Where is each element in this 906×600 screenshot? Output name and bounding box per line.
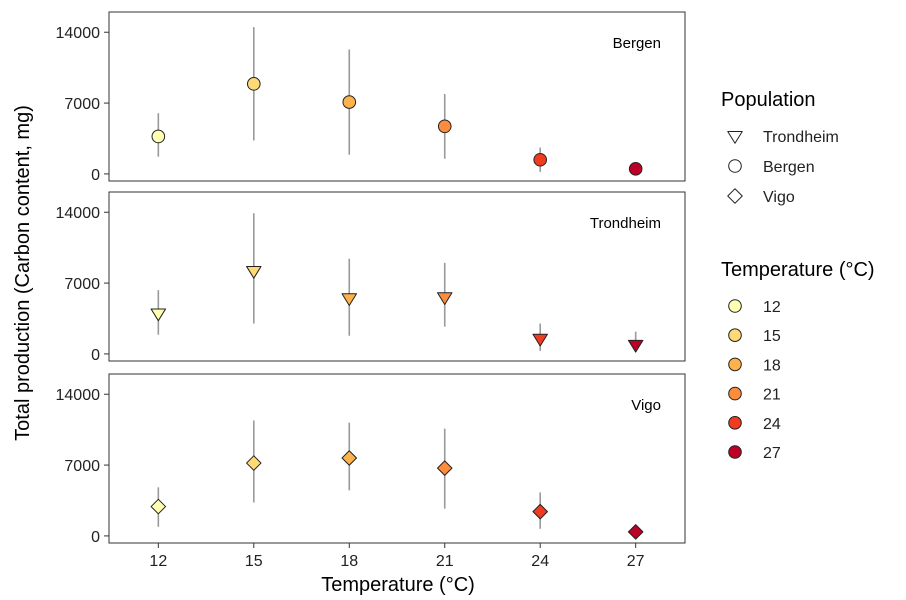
y-axis-title: Total production (Carbon content, mg) xyxy=(12,105,34,441)
legend-temperature-title: Temperature (°C) xyxy=(721,259,875,281)
y-tick-label: 14000 xyxy=(56,205,101,222)
legend-temperature-key xyxy=(729,387,742,400)
x-tick-label: 15 xyxy=(245,553,263,570)
legend-population-label: Bergen xyxy=(763,159,815,176)
x-axis: 12 15 18 21 24 27 xyxy=(149,543,644,570)
facet-label: Bergen xyxy=(613,35,661,52)
data-point xyxy=(343,96,356,109)
data-point xyxy=(629,163,642,176)
panel-frame xyxy=(109,12,685,181)
legend-population-key xyxy=(728,132,742,144)
legend-population: Population Trondheim Bergen Vigo xyxy=(721,89,839,206)
x-tick-label: 21 xyxy=(436,553,454,570)
legend-population-key xyxy=(728,189,742,203)
y-tick-label: 0 xyxy=(91,167,100,184)
panels-group: 0 7000 14000 Bergen 0 7000 14000 Trondheim 0 7000… xyxy=(56,12,686,546)
legend-temperature-label: 24 xyxy=(763,416,781,433)
legend-temperature-label: 27 xyxy=(763,445,781,462)
panel-vigo: 0 7000 14000 Vigo xyxy=(56,374,686,546)
x-tick-label: 24 xyxy=(531,553,549,570)
y-tick-label: 7000 xyxy=(64,276,100,293)
y-tick-label: 7000 xyxy=(64,458,100,475)
y-tick-label: 0 xyxy=(91,529,100,546)
legend-temperature-label: 15 xyxy=(763,328,781,345)
y-tick-label: 14000 xyxy=(56,387,101,404)
y-tick-label: 0 xyxy=(91,347,100,364)
legend-temperature-label: 18 xyxy=(763,357,781,374)
legend-temperature-key xyxy=(729,329,742,342)
legend-temperature-key xyxy=(729,300,742,313)
data-point xyxy=(152,130,165,143)
data-point xyxy=(247,78,260,91)
legend-population-label: Trondheim xyxy=(763,129,839,146)
data-point xyxy=(534,153,547,166)
legend-population-label: Vigo xyxy=(763,189,795,206)
x-tick-label: 27 xyxy=(627,553,645,570)
legend-temperature-key xyxy=(729,446,742,459)
panel-trondheim: 0 7000 14000 Trondheim xyxy=(56,192,686,364)
x-tick-label: 18 xyxy=(340,553,358,570)
legend-population-title: Population xyxy=(721,89,816,111)
facet-label: Trondheim xyxy=(590,215,661,232)
legend-temperature-key xyxy=(729,417,742,430)
panel-frame xyxy=(109,374,685,543)
legend-temperature-key xyxy=(729,358,742,371)
x-axis-title: Temperature (°C) xyxy=(321,574,475,596)
legend-temperature-label: 12 xyxy=(763,299,781,316)
y-tick-label: 7000 xyxy=(64,96,100,113)
x-tick-label: 12 xyxy=(149,553,167,570)
legend-population-key xyxy=(729,160,742,173)
legend-temperature-label: 21 xyxy=(763,387,781,404)
facet-label: Vigo xyxy=(631,397,661,414)
legend-temperature: Temperature (°C) 12 15 18 21 24 27 xyxy=(721,259,875,462)
data-point xyxy=(438,120,451,133)
panel-bergen: 0 7000 14000 Bergen xyxy=(56,12,686,184)
y-tick-label: 14000 xyxy=(56,25,101,42)
